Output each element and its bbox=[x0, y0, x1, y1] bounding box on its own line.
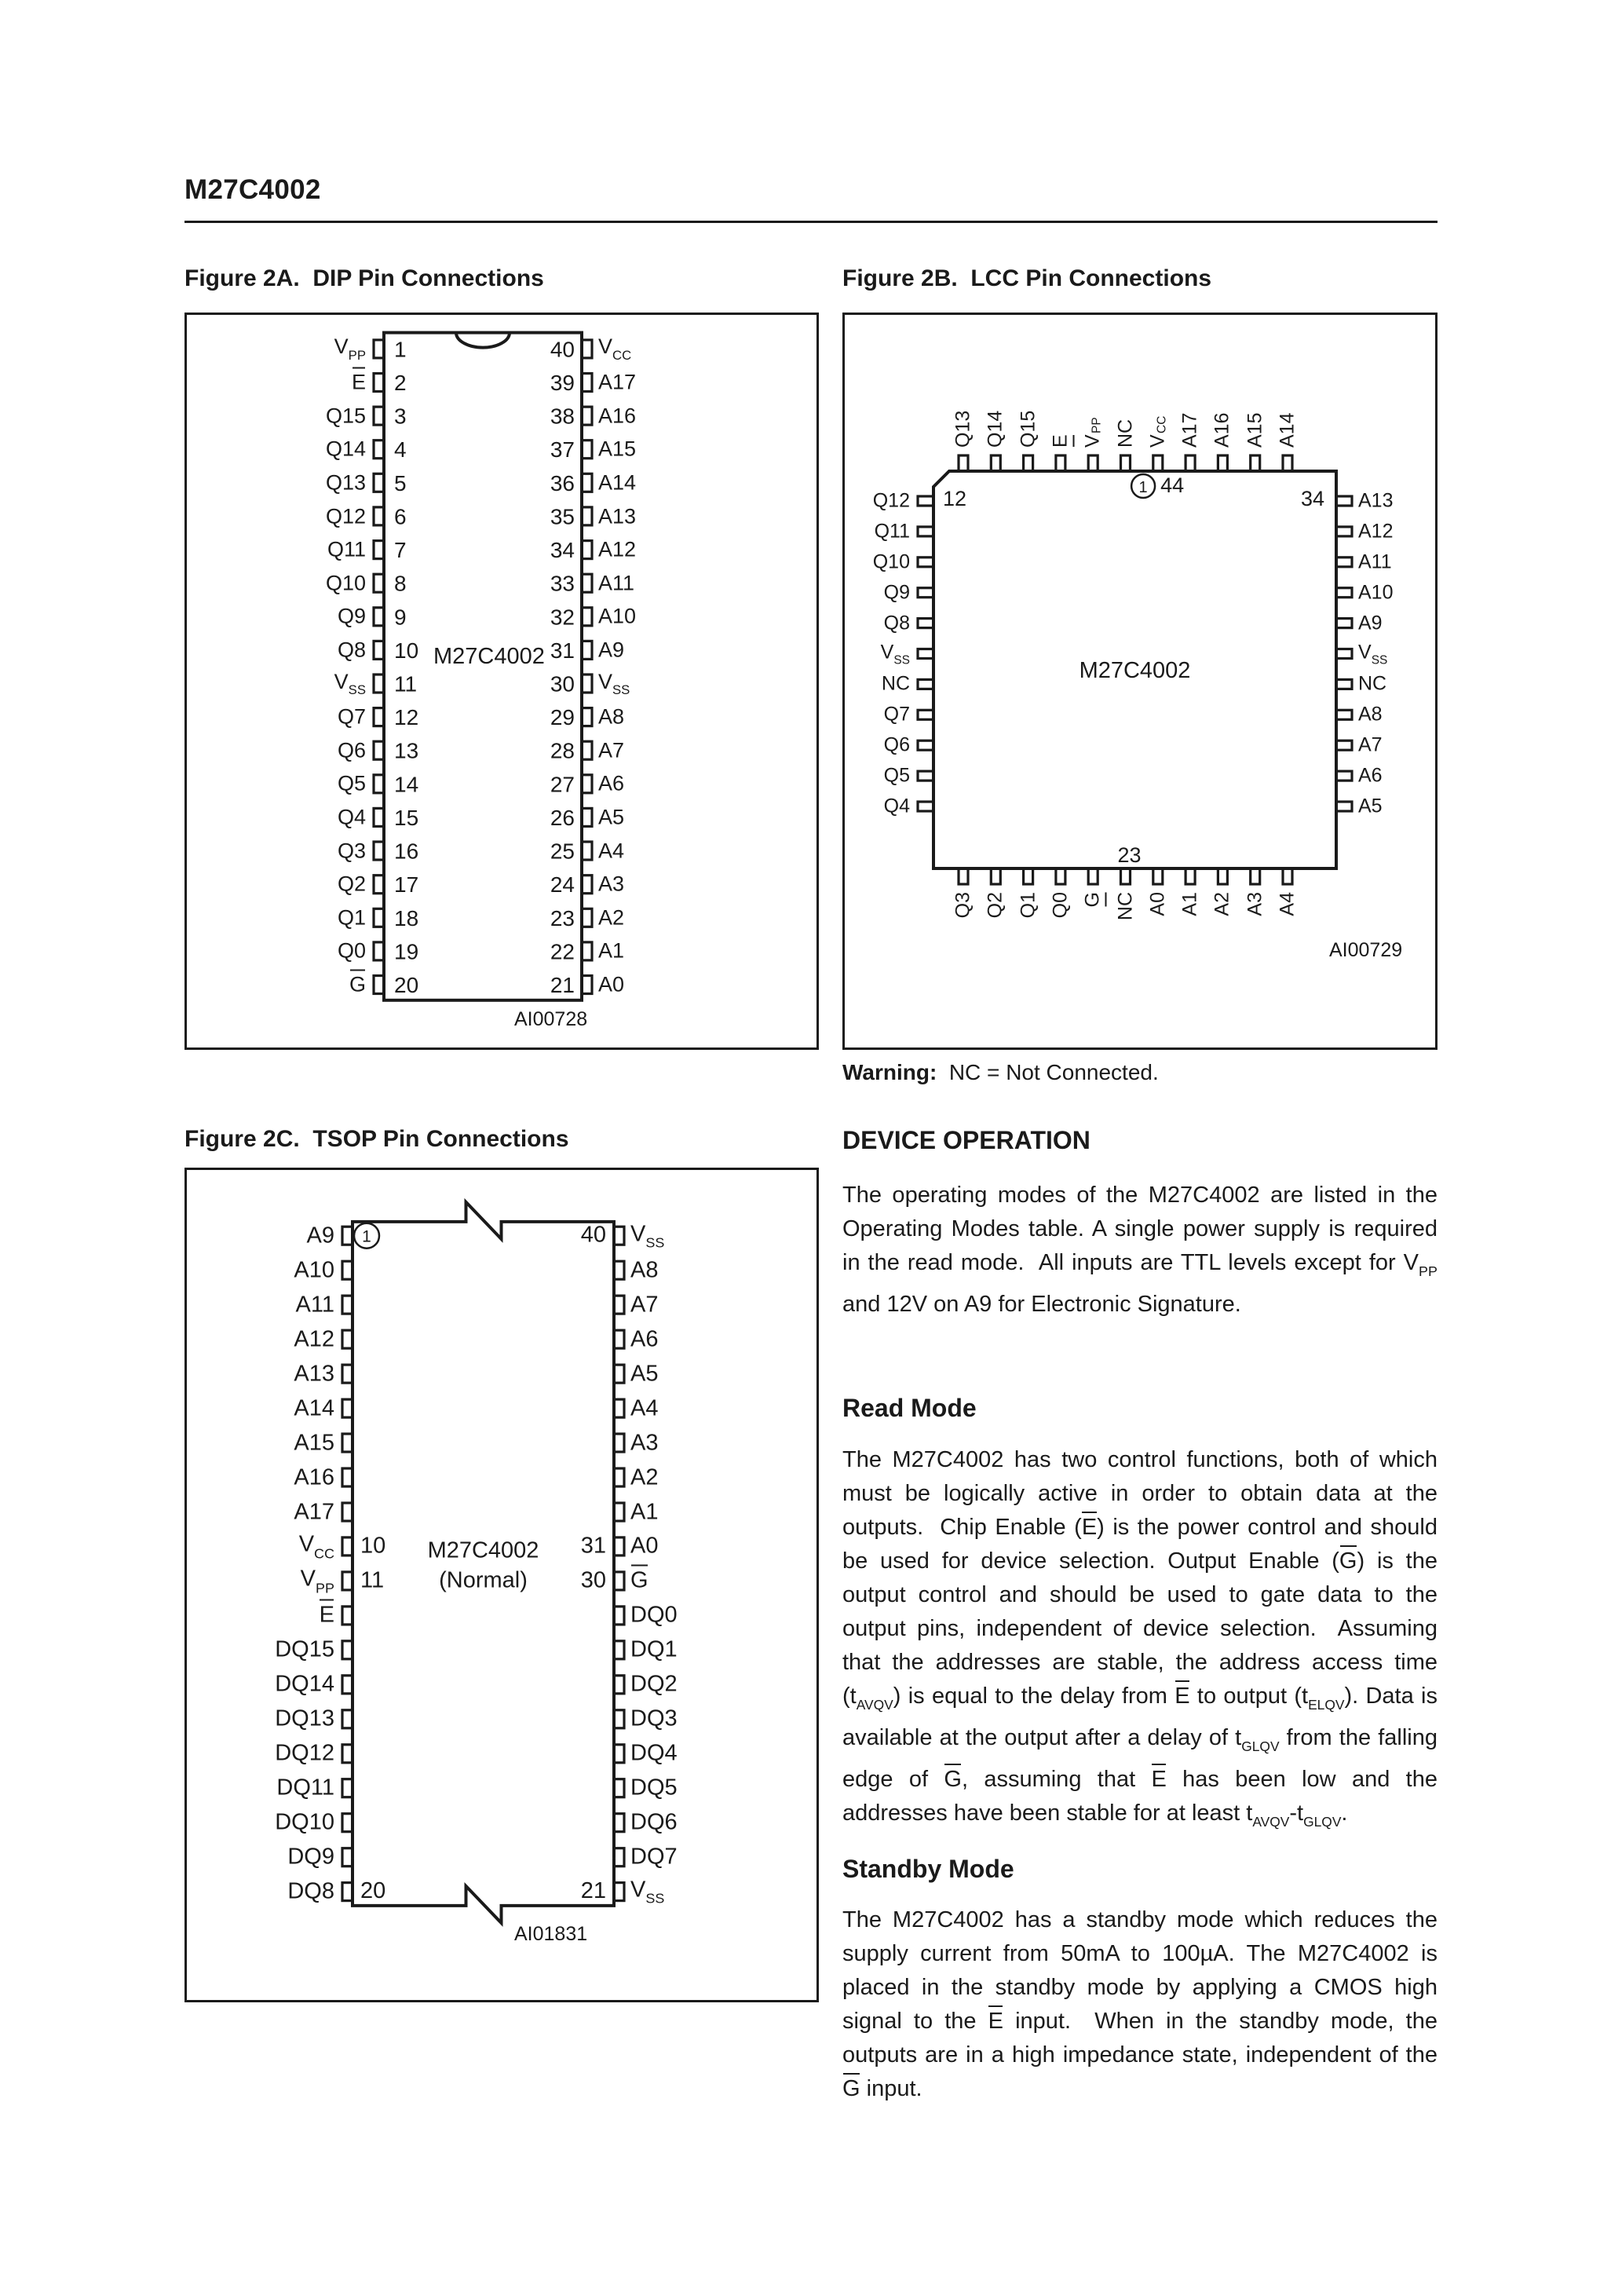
svg-text:38: 38 bbox=[550, 404, 575, 429]
svg-text:34: 34 bbox=[1301, 487, 1324, 510]
svg-text:20: 20 bbox=[394, 973, 418, 997]
svg-text:40: 40 bbox=[581, 1223, 606, 1248]
svg-text:4: 4 bbox=[394, 437, 407, 462]
svg-text:23: 23 bbox=[550, 906, 575, 930]
svg-text:16: 16 bbox=[394, 839, 418, 864]
svg-text:39: 39 bbox=[550, 371, 575, 395]
svg-text:18: 18 bbox=[394, 906, 418, 930]
svg-text:25: 25 bbox=[550, 839, 575, 864]
svg-text:23: 23 bbox=[1118, 843, 1142, 867]
svg-text:31: 31 bbox=[581, 1533, 606, 1558]
svg-text:22: 22 bbox=[550, 939, 575, 963]
svg-text:(Normal): (Normal) bbox=[439, 1567, 528, 1592]
svg-text:M27C4002: M27C4002 bbox=[428, 1537, 539, 1563]
svg-text:21: 21 bbox=[581, 1878, 606, 1903]
svg-text:10: 10 bbox=[360, 1533, 385, 1558]
svg-text:24: 24 bbox=[550, 872, 575, 897]
svg-text:30: 30 bbox=[581, 1567, 606, 1592]
svg-text:11: 11 bbox=[360, 1567, 384, 1592]
svg-text:44: 44 bbox=[1160, 473, 1184, 497]
svg-text:21: 21 bbox=[550, 973, 575, 997]
svg-text:3: 3 bbox=[394, 404, 407, 429]
svg-text:19: 19 bbox=[394, 939, 418, 963]
svg-text:1: 1 bbox=[362, 1228, 371, 1246]
svg-text:1: 1 bbox=[394, 337, 407, 361]
svg-text:2: 2 bbox=[394, 371, 407, 395]
svg-text:37: 37 bbox=[550, 437, 575, 462]
svg-text:M27C4002: M27C4002 bbox=[1080, 658, 1191, 683]
svg-text:1: 1 bbox=[1139, 479, 1148, 496]
svg-text:17: 17 bbox=[394, 872, 418, 897]
svg-text:12: 12 bbox=[943, 487, 966, 510]
svg-text:40: 40 bbox=[550, 337, 575, 361]
svg-text:20: 20 bbox=[360, 1878, 385, 1903]
